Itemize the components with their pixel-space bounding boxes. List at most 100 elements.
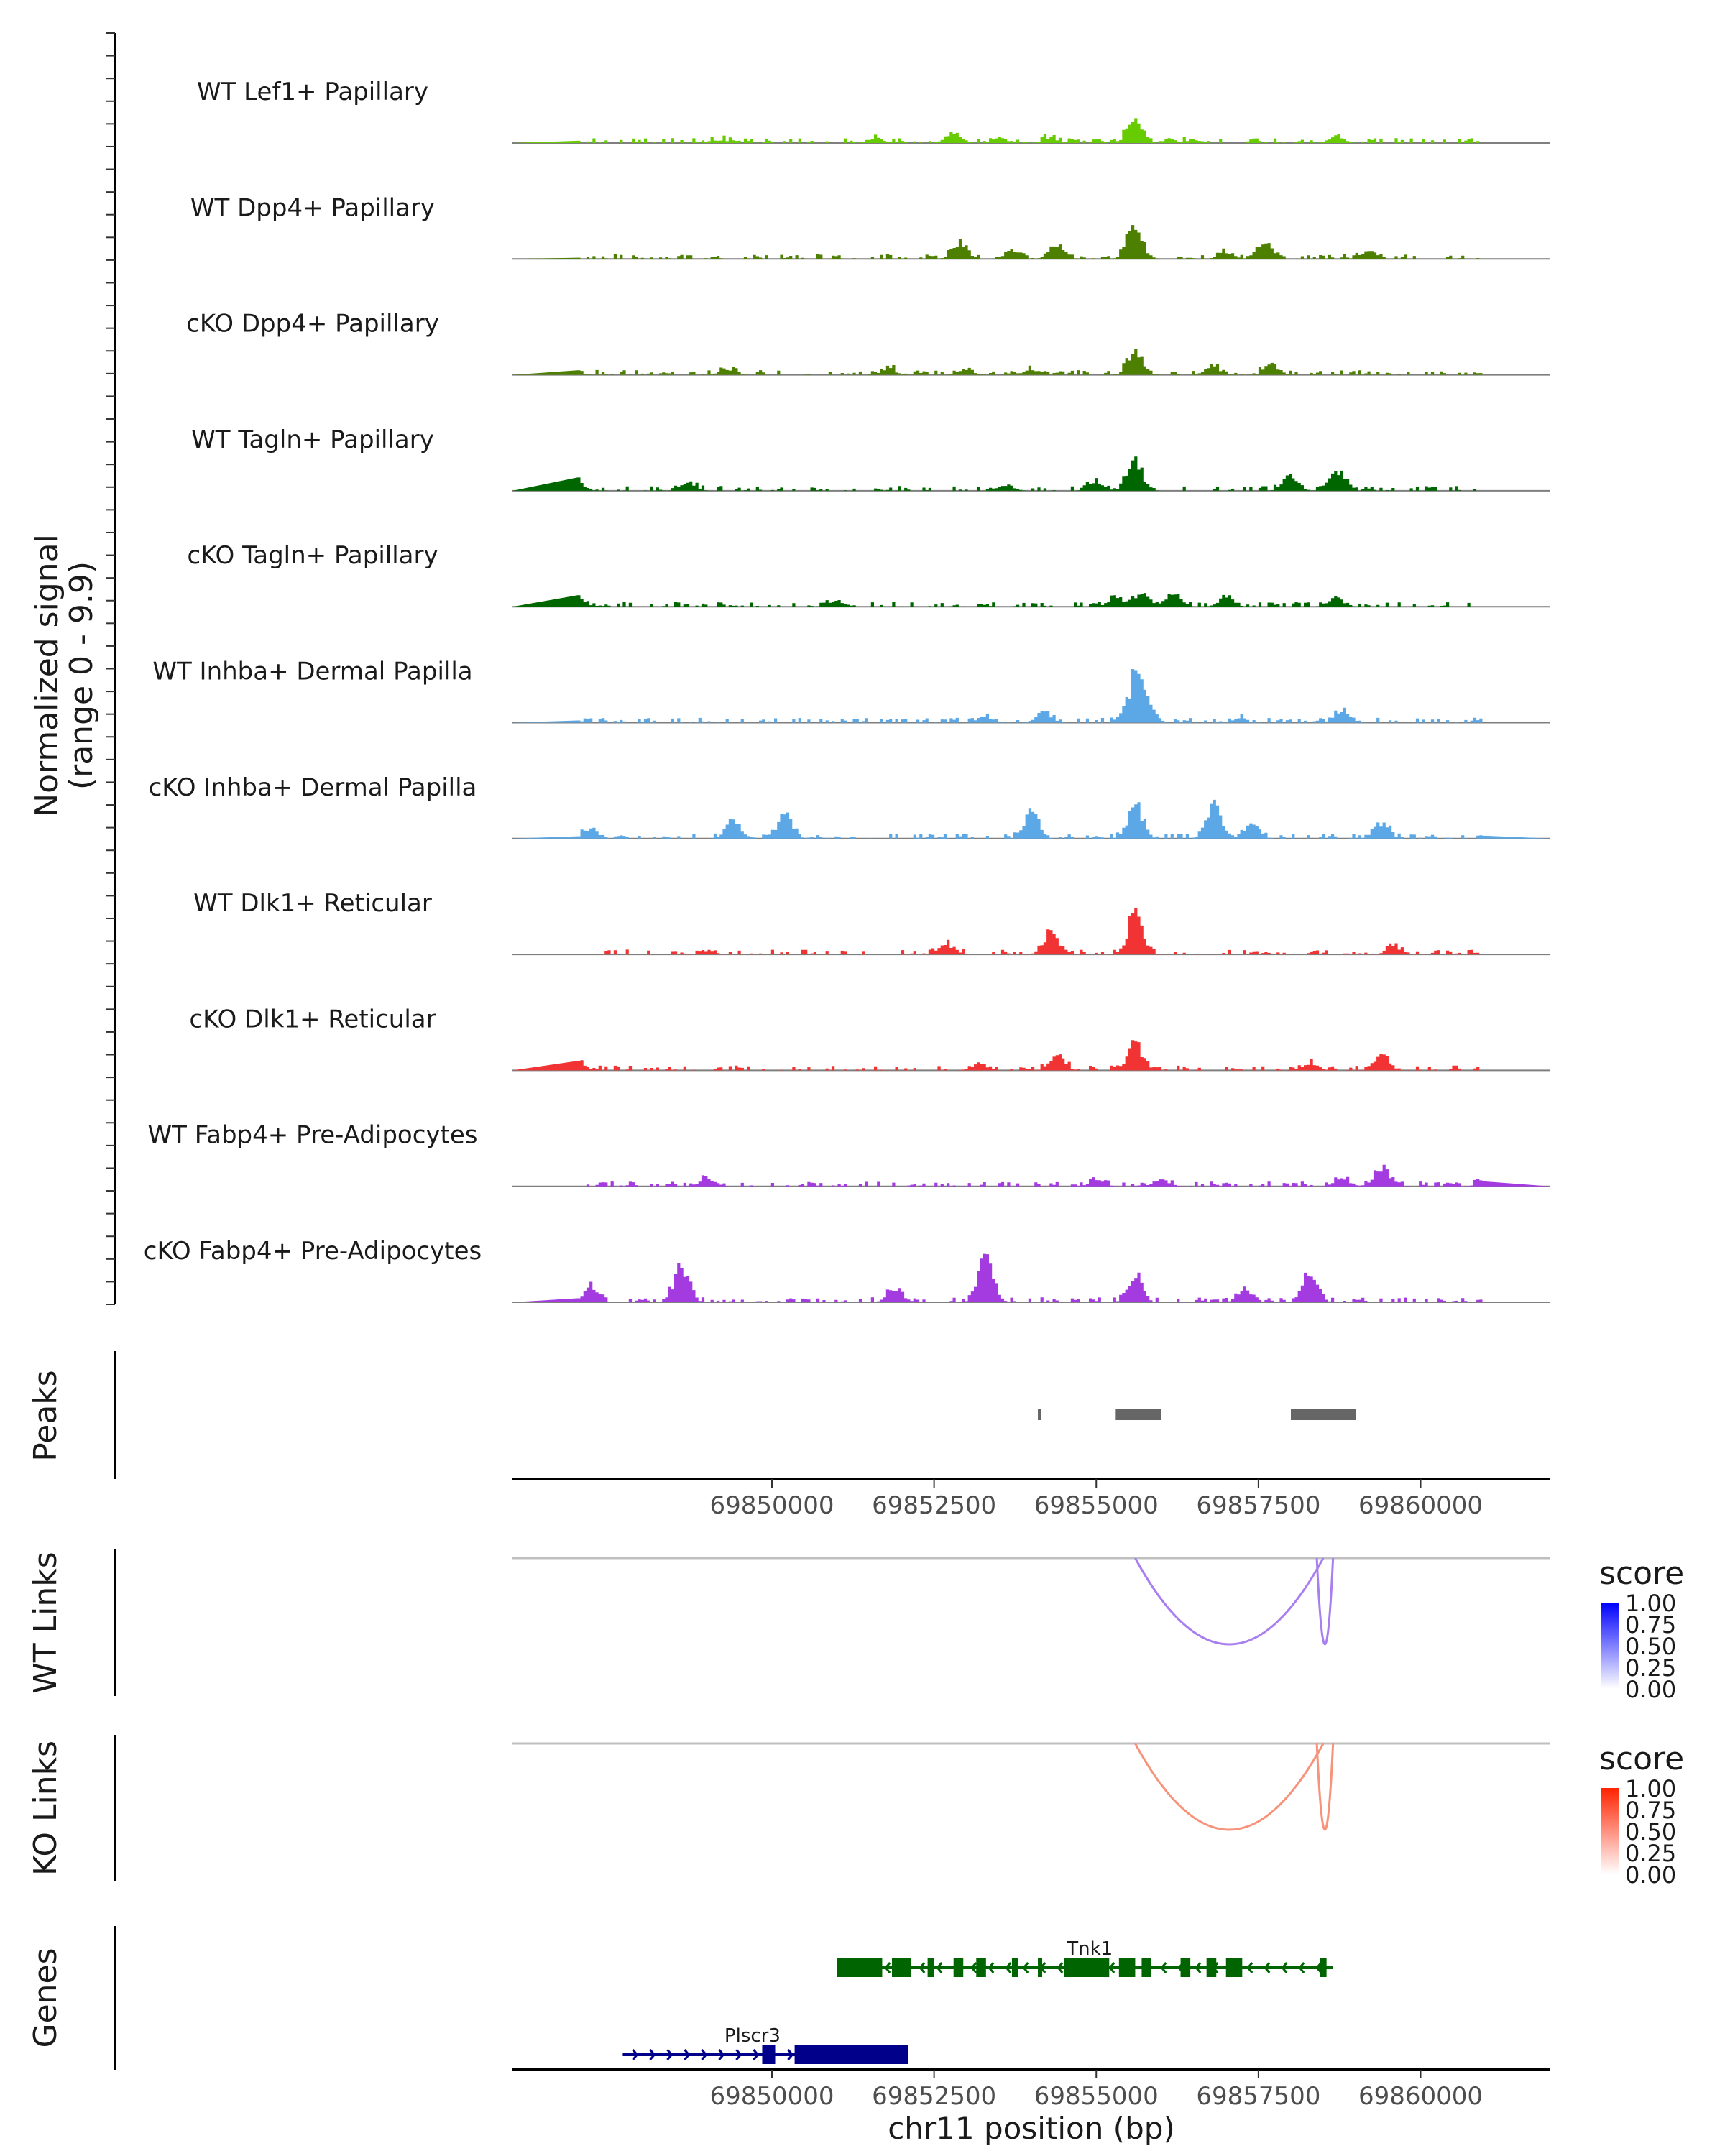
x-tick-label: 69850000	[709, 2082, 834, 2111]
legend-tick-label: 1.00	[1625, 1590, 1676, 1617]
gene-exon	[1141, 1958, 1151, 1977]
legend-colorbar	[1601, 1603, 1619, 1689]
link-arc	[1134, 1743, 1325, 1831]
gene-exon	[953, 1958, 964, 1977]
legend-tick-label: 0.00	[1625, 1861, 1676, 1889]
coverage-area	[512, 1164, 1550, 1187]
genes-panel: Genes Tnk1 Plscr3 69850000 69852500 6985500…	[27, 1926, 1550, 2146]
strand-chevron	[1315, 1962, 1322, 1973]
track-label: cKO Inhba+ Dermal Papilla	[149, 773, 477, 802]
link-arc	[1134, 1557, 1325, 1646]
strand-chevron	[753, 2049, 760, 2060]
strand-chevron	[1264, 1962, 1271, 1973]
gene-exon	[1180, 1958, 1191, 1977]
gene-exon	[1206, 1958, 1217, 1977]
x-axis-ticks-lower: 69850000 69852500 69855000 69857500 69860000	[709, 2070, 1483, 2111]
coverage-track: WT Fabp4+ Pre-Adipocytes	[148, 1121, 1550, 1187]
legend-tick-label: 1.00	[1625, 1775, 1676, 1802]
coverage-track: WT Dlk1+ Reticular	[193, 889, 1550, 956]
x-tick-label: 69857500	[1196, 2082, 1320, 2111]
coverage-area	[512, 349, 1550, 375]
coverage-track: WT Tagln+ Papillary	[191, 425, 1550, 492]
gene-exon	[794, 2045, 908, 2064]
strand-chevron	[787, 2049, 794, 2060]
strand-chevron	[1005, 1962, 1012, 1973]
gene-exon	[837, 1958, 883, 1977]
strand-chevron	[649, 2049, 656, 2060]
gene-models: Tnk1 Plscr3	[622, 1938, 1333, 2064]
genes-label: Genes	[27, 1948, 64, 2047]
track-label: cKO Dpp4+ Papillary	[186, 310, 439, 338]
legend-tick-label: 0.75	[1625, 1797, 1676, 1824]
coverage-track: WT Inhba+ Dermal Papilla	[152, 658, 1550, 724]
legend-tick-label: 0.00	[1625, 1676, 1676, 1703]
x-tick-label: 69852500	[872, 1491, 996, 1520]
strand-chevron	[936, 1962, 943, 1973]
coverage-track: cKO Tagln+ Papillary	[187, 541, 1550, 608]
x-tick-label: 69860000	[1358, 2082, 1483, 2111]
coverage-track: cKO Inhba+ Dermal Papilla	[149, 773, 1550, 839]
strand-chevron	[884, 1962, 891, 1973]
strand-chevron	[718, 2049, 725, 2060]
coverage-area	[512, 908, 1550, 955]
strand-chevron	[632, 2049, 639, 2060]
x-axis-title: chr11 position (bp)	[888, 2111, 1175, 2146]
coverage-area	[512, 669, 1550, 723]
x-tick-label: 69855000	[1034, 2082, 1159, 2111]
link-arc	[1315, 1743, 1335, 1831]
peak-range	[1116, 1409, 1162, 1420]
gene-exon	[927, 1958, 934, 1977]
links-label: WT Links	[27, 1552, 64, 1693]
coverage-track: cKO Dpp4+ Papillary	[186, 310, 1550, 376]
coverage-track: WT Lef1+ Papillary	[197, 78, 1550, 144]
coverage-tracks: WT Lef1+ Papillary WT Dpp4+ Papillary cKO …	[144, 78, 1550, 1303]
strand-chevron	[1195, 1962, 1202, 1973]
peak-range	[1291, 1409, 1356, 1420]
gene-exon	[1118, 1958, 1136, 1977]
coverage-y-axis-range: (range 0 - 9.9)	[63, 561, 100, 790]
track-label: WT Tagln+ Papillary	[191, 425, 434, 454]
strand-chevron	[666, 2049, 673, 2060]
x-tick-label: 69860000	[1358, 1491, 1483, 1520]
gene-name-label: Plscr3	[724, 2025, 781, 2047]
legend-tick-label: 0.50	[1625, 1818, 1676, 1846]
track-label: WT Fabp4+ Pre-Adipocytes	[148, 1121, 478, 1150]
legend-title: score	[1599, 1741, 1684, 1777]
track-label: WT Dpp4+ Papillary	[190, 193, 435, 222]
strand-chevron	[919, 1962, 926, 1973]
track-label: cKO Fabp4+ Pre-Adipocytes	[144, 1237, 482, 1266]
strand-chevron	[1022, 1962, 1029, 1973]
x-tick-label: 69850000	[709, 1491, 834, 1520]
coverage-y-axis-label: Normalized signal	[29, 534, 65, 817]
legend-title: score	[1599, 1555, 1684, 1592]
gene-exon	[1320, 1958, 1327, 1977]
strand-chevron	[1281, 1962, 1288, 1973]
track-label: WT Inhba+ Dermal Papilla	[152, 658, 472, 686]
coverage-area	[512, 456, 1550, 491]
strand-chevron	[988, 1962, 995, 1973]
gene-model: Tnk1	[837, 1938, 1333, 1977]
strand-chevron	[970, 1962, 978, 1973]
legend-tick-label: 0.75	[1625, 1611, 1676, 1639]
track-label: WT Dlk1+ Reticular	[193, 889, 432, 918]
coverage-track: cKO Dlk1+ Reticular	[189, 1005, 1550, 1072]
x-tick-label: 69857500	[1196, 1491, 1320, 1520]
peak-range	[1038, 1409, 1041, 1420]
legend-tick-label: 0.25	[1625, 1840, 1676, 1867]
coverage-area	[512, 1040, 1550, 1071]
legend-tick-label: 0.50	[1625, 1633, 1676, 1660]
peaks-panel: Peaks 69850000 69852500 69855000 69857500 69…	[27, 1351, 1550, 1520]
gene-name-label: Tnk1	[1066, 1938, 1113, 1960]
strand-chevron	[1246, 1962, 1254, 1973]
peak-ranges	[1038, 1409, 1356, 1420]
gene-exon	[762, 2045, 776, 2064]
strand-chevron	[684, 2049, 691, 2060]
coverage-area	[512, 118, 1550, 143]
legend-tick-label: 0.25	[1625, 1654, 1676, 1682]
gene-exon	[1011, 1958, 1018, 1977]
links-label: KO Links	[27, 1741, 64, 1876]
coverage-area	[512, 1253, 1550, 1302]
